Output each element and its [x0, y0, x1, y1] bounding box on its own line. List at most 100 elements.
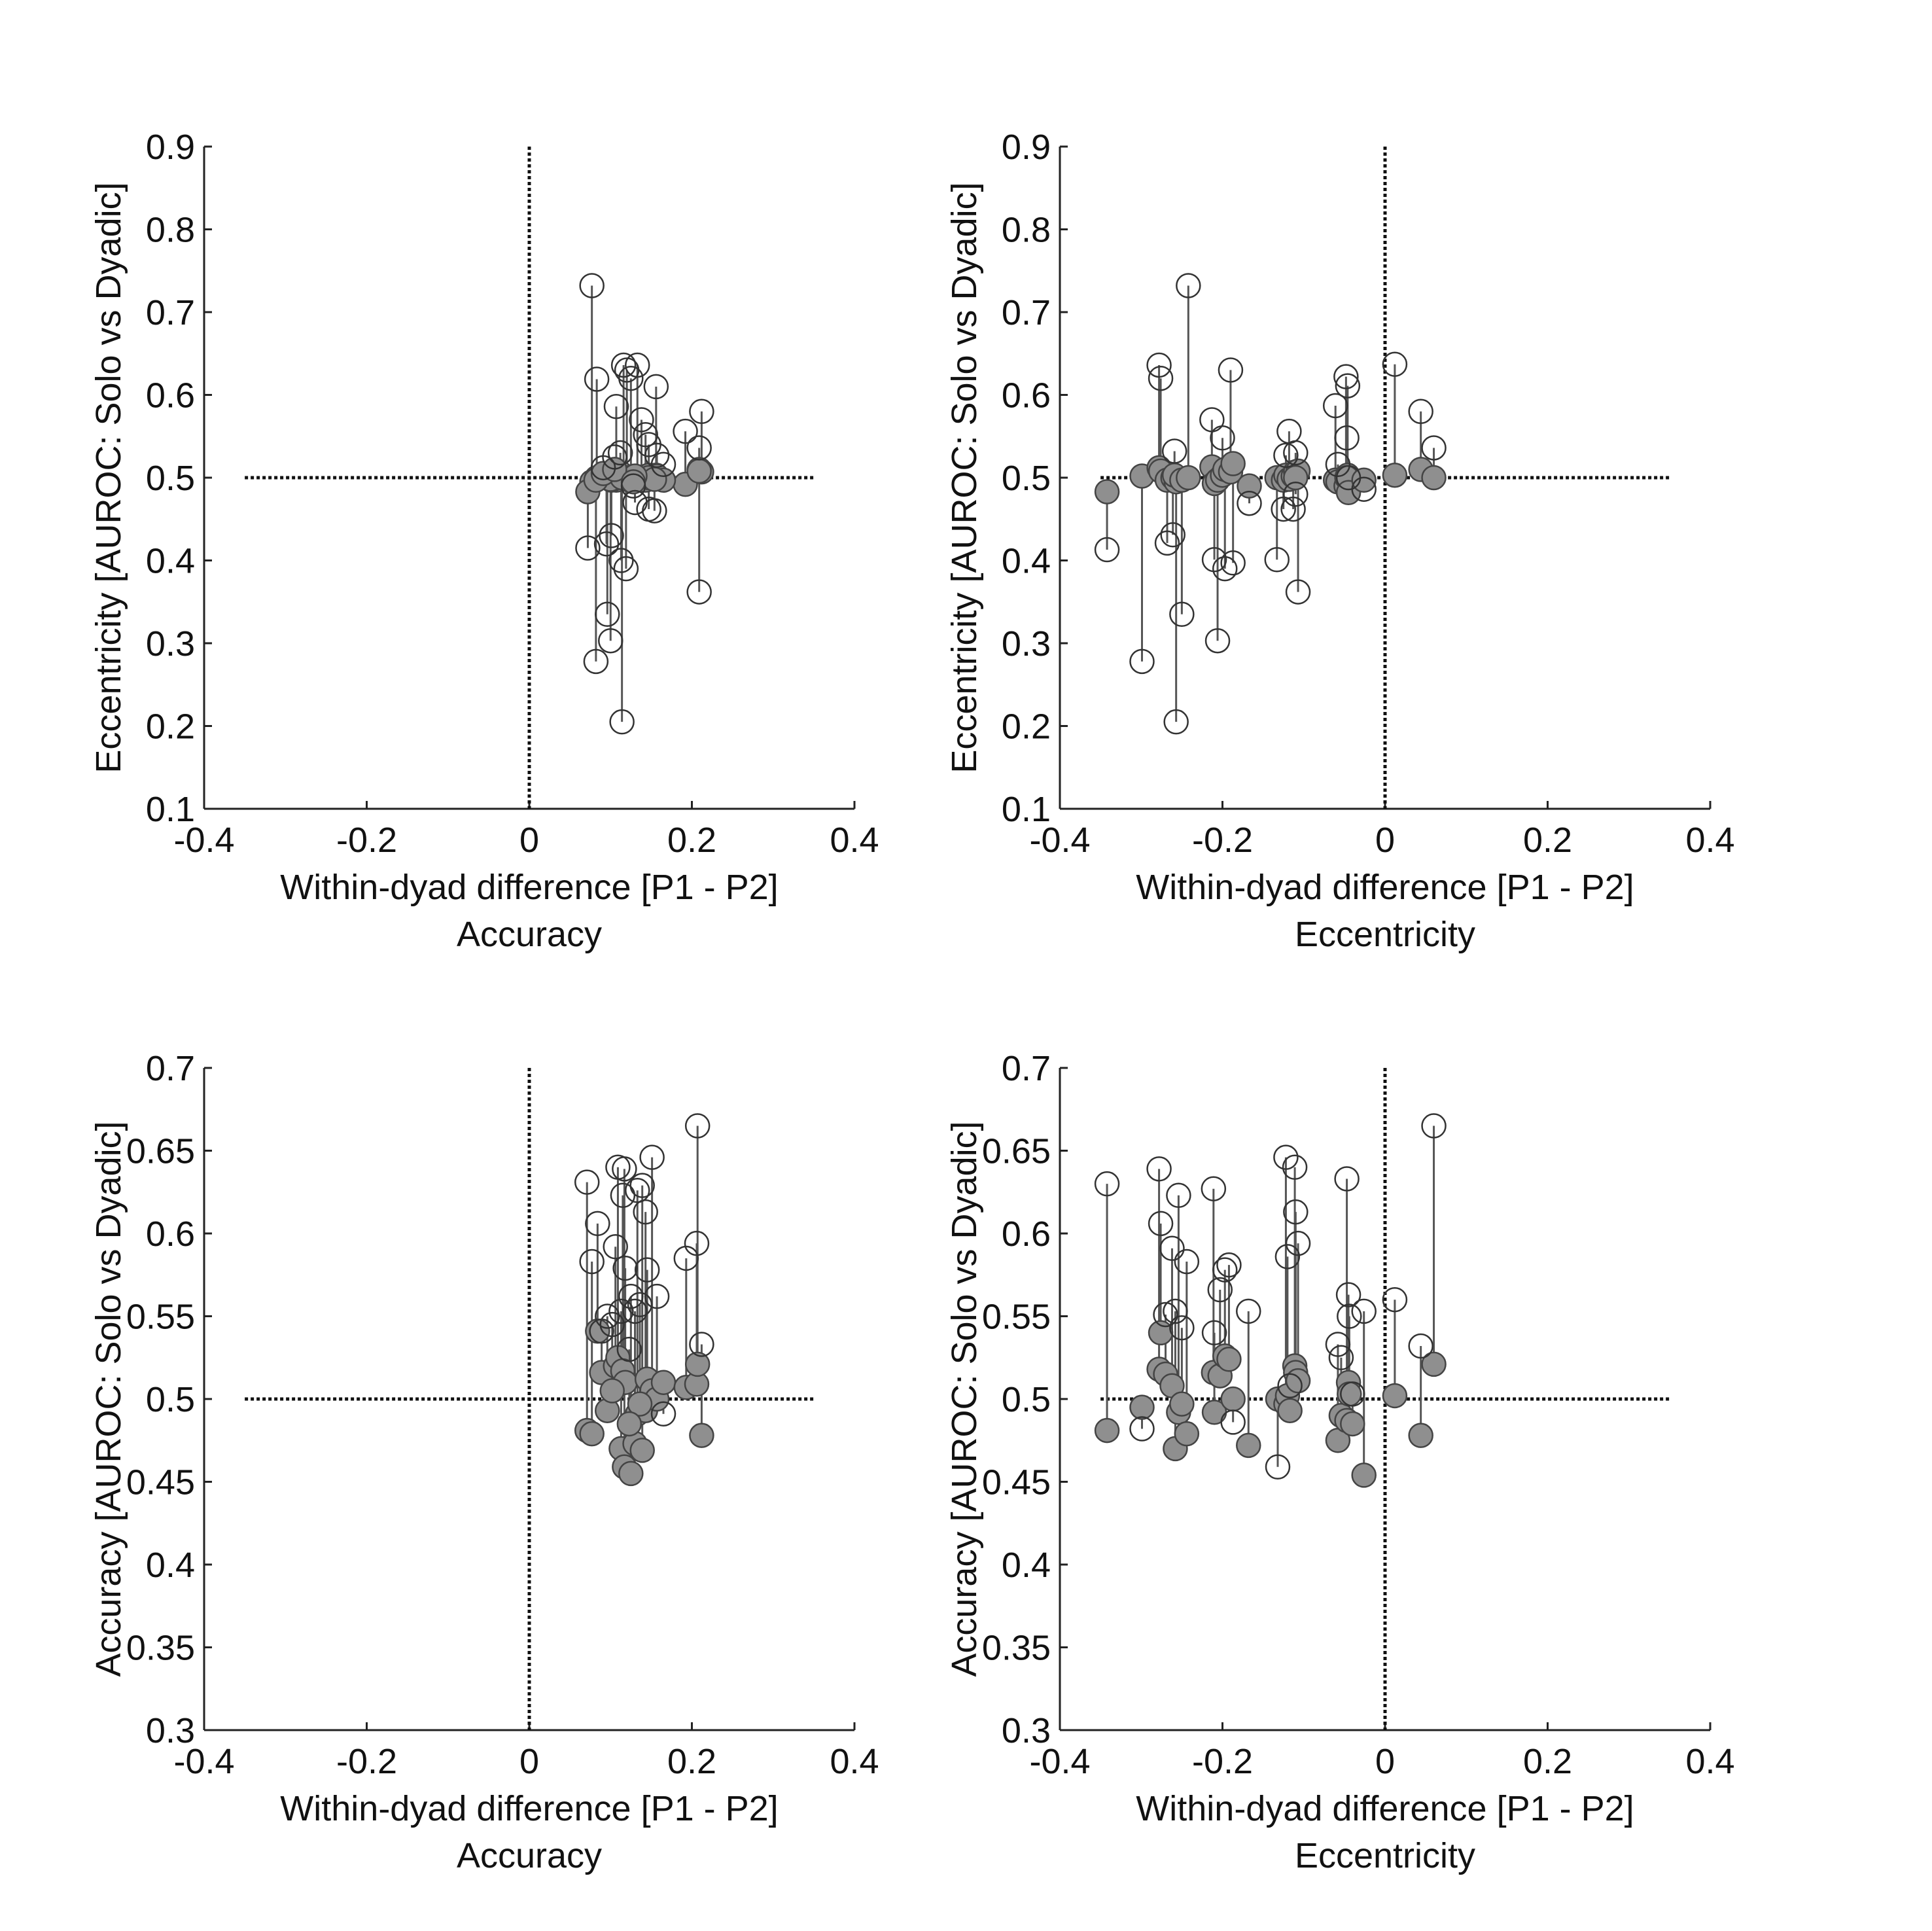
dyadic-point: [1351, 1462, 1377, 1488]
solo-point: [598, 628, 624, 654]
y-tick-label: 0.4: [1002, 1546, 1051, 1585]
y-tick-label: 0.7: [146, 1049, 195, 1088]
dyadic-point: [650, 1370, 676, 1395]
y-tick-label: 0.5: [146, 1380, 195, 1419]
dyadic-point: [616, 1411, 642, 1437]
solo-point: [1129, 648, 1155, 675]
dyadic-point: [599, 1378, 625, 1404]
panel-bottom-right: 0.3 0.35 0.4 0.45 0.5 0.55 0.6 0.65 0.7 -0.4 -0.2 0…: [945, 1049, 1735, 1875]
solo-point: [689, 399, 714, 425]
y-tick-label: 0.3: [146, 624, 195, 664]
solo-point: [1169, 1315, 1195, 1341]
y-axis-label: Accuracy [AUROC: Solo vs Dyadic]: [89, 1121, 128, 1676]
solo-point: [1212, 1257, 1238, 1283]
solo-point: [595, 1303, 620, 1329]
solo-point: [584, 366, 610, 392]
solo-point: [1283, 440, 1308, 466]
solo-point: [1328, 1345, 1354, 1370]
solo-point: [673, 418, 698, 444]
solo-point: [1322, 393, 1348, 419]
solo-point: [1325, 452, 1351, 478]
solo-point: [1273, 1144, 1299, 1170]
solo-point: [1337, 1303, 1362, 1329]
solo-point: [1335, 1282, 1361, 1307]
solo-point: [1220, 550, 1246, 576]
solo-point: [599, 523, 624, 548]
y-tick-label: 0.35: [982, 1629, 1051, 1668]
dyadic-point: [1351, 467, 1377, 493]
solo-point: [1382, 1286, 1408, 1313]
solo-point: [1283, 482, 1308, 507]
solo-point: [608, 548, 634, 573]
dyadic-point: [1382, 1383, 1408, 1409]
dyadic-point: [684, 1351, 711, 1377]
y-tick-label: 0.65: [126, 1132, 195, 1171]
solo-point: [1174, 1249, 1200, 1275]
x-tick-label: -0.2: [336, 1742, 397, 1781]
y-axis-label: Eccentricity [AUROC: Solo vs Dyadic]: [945, 182, 984, 773]
solo-point: [608, 1298, 634, 1324]
x-tick-label: 0: [1375, 821, 1395, 860]
solo-point: [583, 648, 609, 675]
solo-point: [1325, 1332, 1351, 1357]
solo-point: [1382, 351, 1408, 377]
solo-point: [639, 1144, 665, 1170]
solo-point: [1161, 438, 1187, 464]
solo-point: [644, 442, 670, 469]
y-tick-label: 0.6: [146, 376, 195, 416]
x-tick-label: 0.4: [1685, 821, 1734, 860]
dyadic-point: [689, 1423, 714, 1448]
dyadic-point: [1169, 1391, 1195, 1417]
y-tick-label: 0.45: [126, 1463, 195, 1502]
x-tick-label: -0.4: [173, 821, 234, 860]
solo-point: [1265, 1454, 1291, 1479]
y-tick-label: 0.9: [146, 128, 195, 167]
solo-point: [644, 1283, 670, 1309]
solo-point: [1146, 1156, 1172, 1182]
dyadic-point: [1285, 1368, 1311, 1394]
solo-point: [1351, 476, 1377, 502]
solo-point: [603, 393, 629, 419]
solo-point: [610, 352, 637, 378]
solo-point: [1153, 1302, 1178, 1328]
solo-point: [593, 531, 620, 557]
solo-point: [579, 1249, 605, 1275]
solo-point: [627, 1292, 653, 1318]
solo-point: [622, 489, 648, 516]
solo-point: [1264, 546, 1290, 573]
y-tick-label: 0.7: [1002, 1049, 1051, 1088]
solo-point: [1280, 496, 1306, 522]
solo-point: [609, 709, 635, 735]
solo-point: [643, 374, 669, 400]
x-tick-label: 0.2: [667, 821, 716, 860]
dyadic-point: [1220, 1386, 1246, 1412]
solo-point: [1340, 1381, 1365, 1407]
x-tick-label: 0.2: [1523, 1742, 1572, 1781]
x-tick-label: -0.4: [173, 1742, 234, 1781]
dyadic-point: [1129, 1394, 1155, 1420]
solo-point: [1421, 435, 1447, 461]
x-axis-label: Within-dyad difference [P1 - P2]: [1136, 1789, 1634, 1828]
solo-point: [1421, 1113, 1447, 1139]
dyadic-point: [1237, 473, 1262, 499]
dyadic-point: [1421, 465, 1447, 491]
x-axis-label: Within-dyad difference [P1 - P2]: [1136, 868, 1634, 907]
y-tick-label: 0.1: [146, 790, 195, 829]
solo-point: [1351, 1298, 1377, 1324]
solo-point: [1218, 357, 1244, 383]
dyadic-point: [1094, 1417, 1120, 1444]
y-tick-label: 0.55: [126, 1298, 195, 1337]
y-tick-label: 0.7: [146, 293, 195, 332]
solo-point: [620, 473, 646, 499]
dyadic-point: [1277, 1398, 1303, 1423]
dyadic-point: [1174, 1421, 1200, 1447]
y-axis-label: Accuracy [AUROC: Solo vs Dyadic]: [945, 1121, 984, 1676]
y-tick-label: 0.2: [146, 707, 195, 747]
solo-point: [1129, 1416, 1155, 1442]
solo-point: [1216, 1252, 1242, 1278]
solo-point: [684, 1230, 710, 1256]
solo-point: [579, 273, 605, 298]
solo-point: [1333, 364, 1359, 389]
x-axis-label: Within-dyad difference [P1 - P2]: [280, 1789, 778, 1828]
x-tick-label: 0.4: [830, 821, 879, 860]
